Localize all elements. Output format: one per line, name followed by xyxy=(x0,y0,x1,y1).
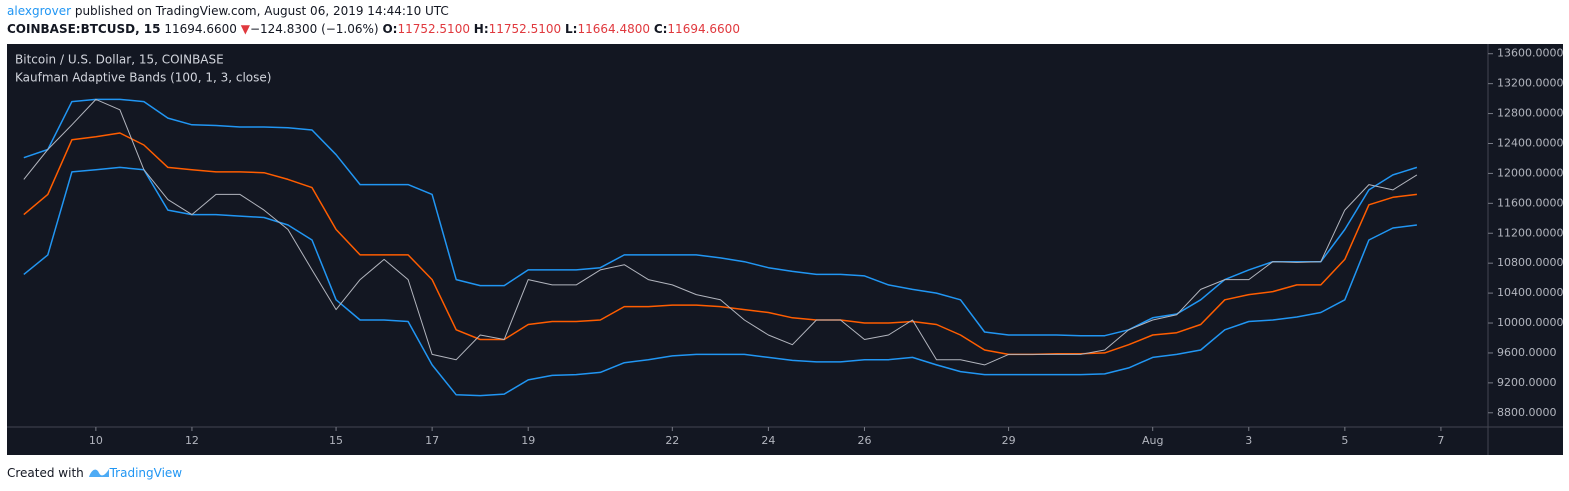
legend-symbol: Bitcoin / U.S. Dollar, 15, COINBASE xyxy=(15,53,224,67)
y-tick-label: 10800.0000 xyxy=(1497,256,1563,269)
l-label: L: xyxy=(565,22,578,36)
series-line xyxy=(23,98,1418,366)
x-tick-label: 24 xyxy=(761,434,775,447)
chart-bg xyxy=(7,44,1563,455)
x-tick-label: 26 xyxy=(857,434,871,447)
x-tick-label: 15 xyxy=(329,434,343,447)
publish-line: alexgrover published on TradingView.com,… xyxy=(7,4,449,18)
h-label: H: xyxy=(473,22,489,36)
tv-logo xyxy=(88,469,109,477)
brand[interactable]: TradingView xyxy=(109,466,183,480)
legend-indicator: Kaufman Adaptive Bands (100, 1, 3, close… xyxy=(15,71,271,85)
x-tick-label: 10 xyxy=(89,434,103,447)
y-tick-label: 12800.0000 xyxy=(1497,107,1563,120)
x-tick-label: 3 xyxy=(1245,434,1252,447)
c: 11694.6600 xyxy=(667,22,740,36)
y-tick-label: 12400.0000 xyxy=(1497,136,1563,149)
x-tick-label: 19 xyxy=(521,434,535,447)
y-tick-label: 13600.0000 xyxy=(1497,47,1563,60)
l: 11664.4800 xyxy=(577,22,650,36)
symbol: COINBASE:BTCUSD, 15 xyxy=(7,22,161,36)
change: −124.8300 (−1.06%) xyxy=(249,22,379,36)
y-tick-label: 8800.0000 xyxy=(1497,406,1557,419)
created-with: Created with xyxy=(7,466,84,480)
o: 11752.5100 xyxy=(397,22,470,36)
published: published on TradingView.com, August 06,… xyxy=(71,4,449,18)
series-line xyxy=(23,98,1418,337)
footer: Created with TradingView xyxy=(7,466,182,480)
h: 11752.5100 xyxy=(488,22,562,36)
x-tick-label: 5 xyxy=(1341,434,1348,447)
x-tick-label: 22 xyxy=(665,434,679,447)
y-tick-label: 9600.0000 xyxy=(1497,346,1557,359)
c-label: C: xyxy=(653,22,668,36)
y-tick-label: 11200.0000 xyxy=(1497,226,1563,239)
quote-line: COINBASE:BTCUSD, 15 11694.6600 ▼−124.830… xyxy=(7,22,740,36)
x-tick-label: 12 xyxy=(185,434,199,447)
series-line xyxy=(23,166,1417,397)
x-tick-label: Aug xyxy=(1142,434,1163,447)
author[interactable]: alexgrover xyxy=(7,4,72,18)
x-tick-label: 7 xyxy=(1437,434,1444,447)
y-tick-label: 9200.0000 xyxy=(1497,376,1557,389)
series-line xyxy=(23,132,1417,356)
arrow: ▼ xyxy=(240,22,250,36)
o-label: O: xyxy=(382,22,398,36)
x-tick-label: 29 xyxy=(1002,434,1016,447)
last: 11694.6600 xyxy=(164,22,237,36)
y-tick-label: 13200.0000 xyxy=(1497,77,1563,90)
y-tick-label: 12000.0000 xyxy=(1497,166,1563,179)
chart: Bitcoin / U.S. Dollar, 15, COINBASE Kauf… xyxy=(7,44,1563,455)
y-tick-label: 10400.0000 xyxy=(1497,286,1563,299)
x-tick-label: 17 xyxy=(425,434,439,447)
y-tick-label: 11600.0000 xyxy=(1497,196,1563,209)
y-tick-label: 10000.0000 xyxy=(1497,316,1563,329)
